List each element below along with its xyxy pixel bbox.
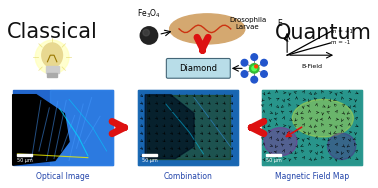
Text: E: E bbox=[278, 19, 282, 28]
Circle shape bbox=[252, 66, 257, 71]
Circle shape bbox=[255, 65, 257, 68]
Circle shape bbox=[249, 64, 259, 73]
Bar bbox=[143, 154, 157, 156]
Text: Quantum: Quantum bbox=[274, 22, 371, 42]
Bar bbox=[262, 90, 363, 165]
Ellipse shape bbox=[170, 14, 245, 44]
Polygon shape bbox=[145, 95, 194, 159]
Text: 50 μm: 50 μm bbox=[17, 158, 33, 163]
Text: m = -1: m = -1 bbox=[332, 40, 350, 45]
Text: 50 μm: 50 μm bbox=[143, 158, 158, 163]
Text: m = +1: m = +1 bbox=[332, 29, 353, 34]
Polygon shape bbox=[12, 95, 69, 165]
Text: B-Field: B-Field bbox=[301, 64, 322, 69]
Text: Combination: Combination bbox=[164, 172, 212, 181]
Bar bbox=[12, 90, 113, 165]
Circle shape bbox=[251, 54, 257, 60]
Circle shape bbox=[35, 40, 69, 74]
Bar bbox=[147, 95, 230, 159]
Circle shape bbox=[143, 29, 149, 36]
Ellipse shape bbox=[42, 43, 62, 67]
Text: Optical Image: Optical Image bbox=[36, 172, 90, 181]
Text: Diamond: Diamond bbox=[179, 64, 217, 73]
Circle shape bbox=[241, 59, 248, 66]
Bar bbox=[48, 73, 57, 77]
Text: 50 μm: 50 μm bbox=[266, 158, 282, 163]
Circle shape bbox=[261, 59, 267, 66]
Bar bbox=[17, 154, 33, 156]
Circle shape bbox=[251, 76, 257, 83]
Bar bbox=[46, 67, 59, 73]
Text: Classical: Classical bbox=[7, 22, 98, 42]
Ellipse shape bbox=[264, 128, 297, 156]
Bar bbox=[266, 154, 282, 156]
Bar bbox=[138, 90, 238, 165]
Text: Fe$_3$O$_4$: Fe$_3$O$_4$ bbox=[137, 8, 161, 20]
Ellipse shape bbox=[328, 133, 356, 160]
Bar bbox=[262, 90, 363, 165]
Circle shape bbox=[139, 26, 158, 45]
Circle shape bbox=[241, 71, 248, 77]
Bar bbox=[138, 90, 238, 165]
Circle shape bbox=[261, 71, 267, 77]
FancyBboxPatch shape bbox=[166, 58, 230, 78]
Text: Magnetic Field Map: Magnetic Field Map bbox=[275, 172, 349, 181]
Bar bbox=[50, 90, 113, 165]
Text: Drosophila
Larvae: Drosophila Larvae bbox=[229, 17, 266, 30]
Ellipse shape bbox=[292, 99, 353, 137]
